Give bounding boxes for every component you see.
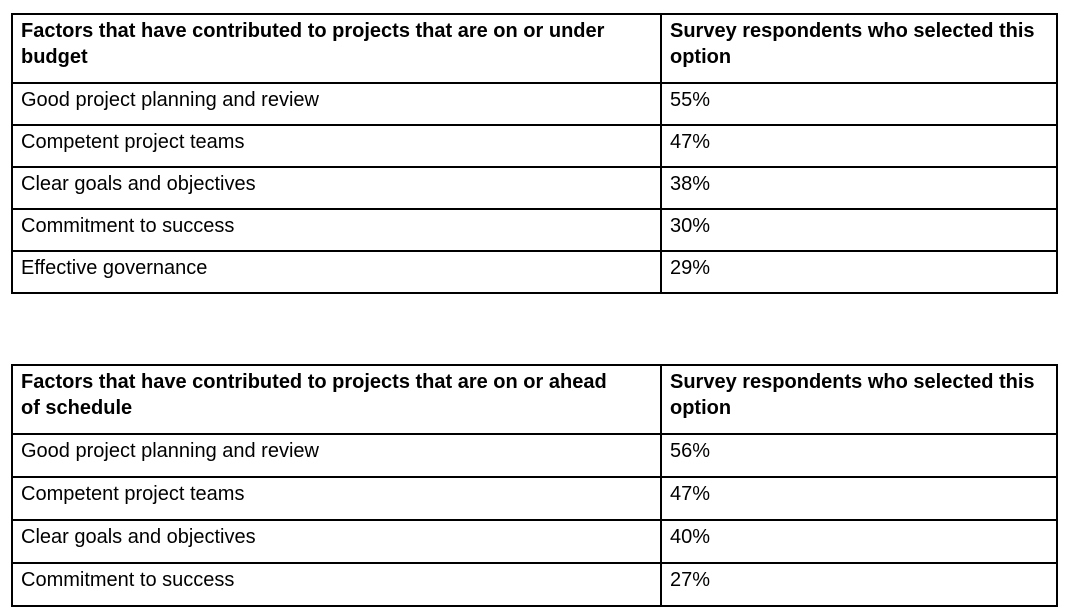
table-row: Competent project teams 47% [11, 476, 1058, 521]
factor-cell: Competent project teams [11, 476, 662, 521]
budget-table-header-row: Factors that have contributed to project… [11, 13, 1058, 84]
table-row: Competent project teams 47% [11, 124, 1058, 168]
factor-cell: Good project planning and review [11, 433, 662, 478]
table-row: Clear goals and objectives 40% [11, 519, 1058, 564]
factor-cell: Competent project teams [11, 124, 662, 168]
header-line: option [670, 46, 732, 68]
factor-cell: Good project planning and review [11, 82, 662, 126]
schedule-respondents-column-header: Survey respondents who selected this opt… [660, 364, 1058, 435]
header-line: of schedule [21, 397, 133, 419]
table-row: Good project planning and review 55% [11, 82, 1058, 126]
table-row: Clear goals and objectives 38% [11, 166, 1058, 210]
value-cell: 47% [660, 476, 1058, 521]
table-row: Commitment to success 27% [11, 562, 1058, 607]
header-line: budget [21, 46, 88, 68]
table-row: Good project planning and review 56% [11, 433, 1058, 478]
budget-factors-table: Factors that have contributed to project… [11, 13, 1058, 294]
value-cell: 47% [660, 124, 1058, 168]
header-line: Factors that have contributed to project… [21, 20, 605, 42]
factor-cell: Clear goals and objectives [11, 519, 662, 564]
header-line: Factors that have contributed to project… [21, 371, 607, 393]
value-cell: 40% [660, 519, 1058, 564]
schedule-table-header-row: Factors that have contributed to project… [11, 364, 1058, 435]
value-cell: 29% [660, 250, 1058, 294]
value-cell: 55% [660, 82, 1058, 126]
factor-cell: Commitment to success [11, 562, 662, 607]
header-line: Survey respondents who selected this [670, 20, 1035, 42]
factor-cell: Effective governance [11, 250, 662, 294]
table-row: Commitment to success 30% [11, 208, 1058, 252]
schedule-factors-table: Factors that have contributed to project… [11, 364, 1058, 607]
budget-respondents-column-header: Survey respondents who selected this opt… [660, 13, 1058, 84]
schedule-factor-column-header: Factors that have contributed to project… [11, 364, 662, 435]
header-line: option [670, 397, 732, 419]
budget-factor-column-header: Factors that have contributed to project… [11, 13, 662, 84]
table-row: Effective governance 29% [11, 250, 1058, 294]
value-cell: 38% [660, 166, 1058, 210]
value-cell: 30% [660, 208, 1058, 252]
header-line: Survey respondents who selected this [670, 371, 1035, 393]
factor-cell: Clear goals and objectives [11, 166, 662, 210]
value-cell: 27% [660, 562, 1058, 607]
factor-cell: Commitment to success [11, 208, 662, 252]
value-cell: 56% [660, 433, 1058, 478]
